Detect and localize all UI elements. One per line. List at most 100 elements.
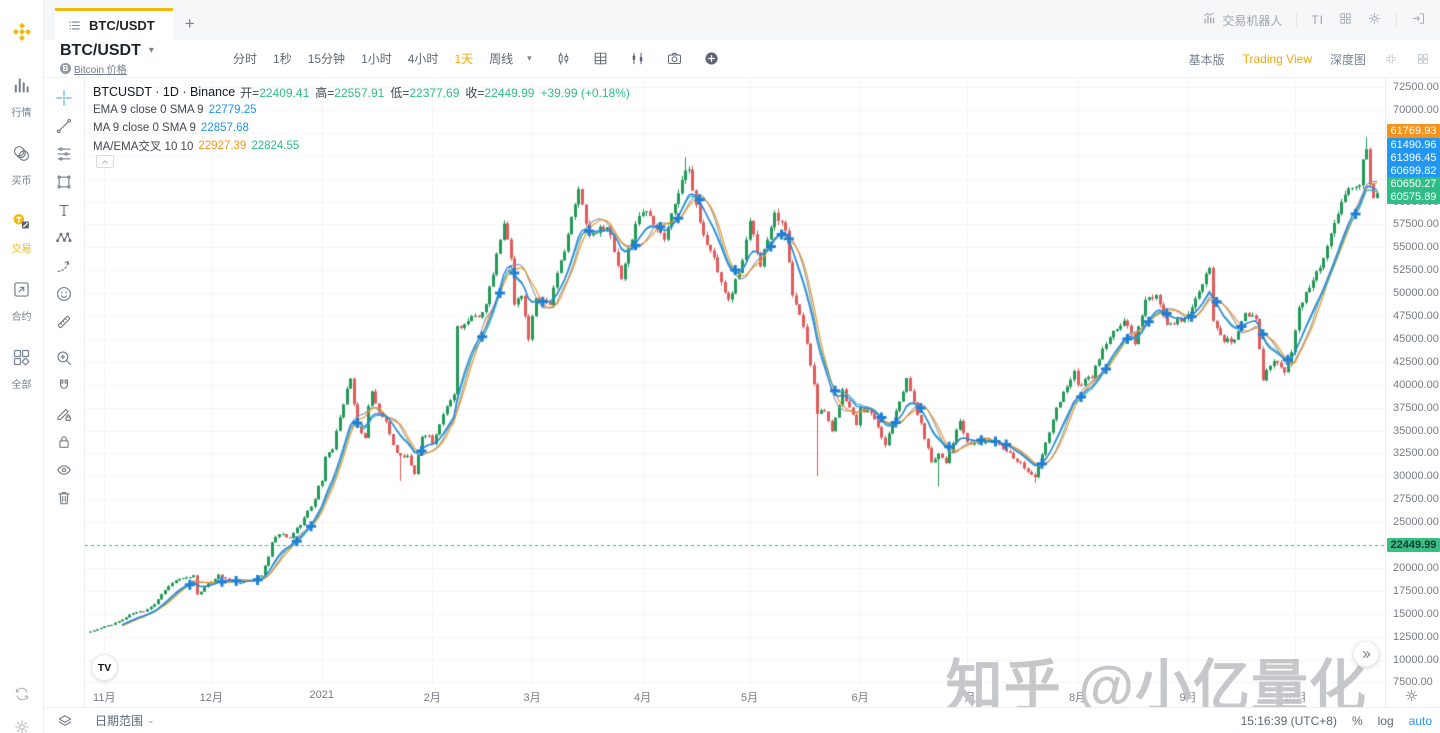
zoom-in-icon[interactable] — [50, 346, 78, 369]
symbol-subtitle: B Bitcoin 价格 — [60, 61, 195, 76]
axis-settings-gear-icon[interactable] — [1404, 688, 1419, 708]
view-tab-Trading View[interactable]: Trading View — [1242, 52, 1312, 66]
tradingview-logo[interactable]: TV — [91, 654, 118, 681]
date-range-toggle[interactable]: 日期范围 ⌄ — [95, 712, 155, 729]
compare-icon[interactable] — [624, 45, 652, 73]
sidebar-item-markets[interactable]: 行情 — [11, 75, 32, 119]
timeframe-1秒[interactable]: 1秒 — [273, 51, 292, 66]
lock-icon[interactable] — [50, 430, 78, 453]
price-tick: 27500.00 — [1393, 493, 1439, 506]
price-tick: 45000.00 — [1393, 332, 1439, 345]
time-tick: 7月 — [958, 692, 976, 704]
forecast-icon[interactable] — [50, 254, 78, 277]
timeframe-1小时[interactable]: 1小时 — [361, 51, 392, 66]
bitcoin-icon: B — [60, 62, 71, 74]
sidebar-item-buy[interactable]: 买币 — [11, 143, 32, 187]
apps-grid-icon[interactable] — [1338, 11, 1353, 29]
view-tab-基本版[interactable]: 基本版 — [1188, 52, 1225, 67]
chart-area: BTCUSDT · 1D · Binance 开=22409.41 高=22557… — [85, 78, 1385, 707]
sidebar-item-label: 交易 — [11, 244, 32, 255]
bitcoin-price-link[interactable]: Bitcoin 价格 — [74, 64, 127, 76]
price-tick: 12500.00 — [1393, 630, 1439, 643]
clock-timezone[interactable]: 15:16:39 (UTC+8) — [1240, 713, 1337, 728]
price-tick: 17500.00 — [1393, 584, 1439, 597]
gear-icon[interactable] — [13, 718, 31, 733]
price-tick: 25000.00 — [1393, 516, 1439, 529]
percent-scale-button[interactable]: % — [1351, 713, 1363, 728]
indicator-legend-row: MA 9 close 0 SMA 9 22857.68 — [93, 122, 249, 134]
legend-collapse-button[interactable] — [96, 155, 114, 168]
object-tree-icon[interactable] — [57, 713, 73, 729]
view-switcher: 基本版 Trading View 深度图 — [1189, 40, 1430, 78]
price-tick: 35000.00 — [1393, 424, 1439, 437]
trading-bot-label: 交易机器人 — [1222, 13, 1283, 28]
eye-icon[interactable] — [50, 458, 78, 481]
timeframe-caret-icon[interactable]: ▾ — [527, 53, 532, 63]
price-tick: 32500.00 — [1393, 447, 1439, 460]
indicators-icon[interactable] — [587, 45, 615, 73]
magnet-icon[interactable] — [50, 374, 78, 397]
indicator-price-badge: 60575.89 — [1387, 190, 1440, 204]
timeframe-周线[interactable]: 周线 — [489, 51, 514, 66]
price-tick: 40000.00 — [1393, 378, 1439, 391]
ohlc-value: +39.99 (+0.18%) — [540, 85, 630, 100]
price-tick: 47500.00 — [1393, 310, 1439, 322]
add-indicator-icon[interactable] — [698, 45, 726, 73]
ohlc-value: 收=22449.99 — [465, 85, 535, 100]
current-price-badge: 22449.99 — [1387, 538, 1440, 553]
sidebar-item-futures[interactable]: 合约 — [11, 279, 32, 323]
draw-lock-icon[interactable] — [50, 402, 78, 425]
time-axis[interactable]: 11月 12月 2021 2月 3月 4月 5月 6月 7月 8月 9月 10月 — [85, 685, 1385, 707]
chart-wrap: BTCUSDT · 1D · Binance 开=22409.41 高=22557… — [44, 78, 1440, 707]
camera-icon[interactable] — [661, 45, 689, 73]
chart-toolbar: BTC/USDT ▾ B Bitcoin 价格 分时 1秒 15分钟 1小时 4小时 1天… — [44, 40, 1440, 78]
indicator-price-badge: 61490.96 — [1387, 138, 1440, 152]
exit-icon[interactable] — [1411, 11, 1426, 29]
indicator-price-badge: 61769.93 — [1387, 124, 1440, 138]
main-panel: BTC/USDT + 交易机器人 TI BTC/USDT — [44, 0, 1440, 733]
refresh-icon[interactable] — [13, 685, 31, 708]
price-axis[interactable]: 72500.0070000.0067500.0065000.0062500.00… — [1385, 78, 1440, 707]
settings-gear-icon[interactable] — [1367, 11, 1382, 29]
app-sidebar: 行情买币交易合约全部 — [0, 0, 44, 733]
binance-logo-icon[interactable] — [10, 20, 34, 49]
view-tab-深度图[interactable]: 深度图 — [1329, 52, 1366, 67]
drawing-toolbar — [44, 78, 85, 707]
xabcd-pattern-icon[interactable] — [50, 226, 78, 249]
auto-scale-button[interactable]: auto — [1408, 713, 1432, 728]
futures-icon — [11, 279, 32, 305]
timeframe-4小时[interactable]: 4小时 — [407, 51, 439, 66]
timeframe-1天[interactable]: 1天 — [454, 51, 474, 66]
price-tick: 15000.00 — [1393, 607, 1439, 620]
new-tab-button[interactable]: + — [184, 14, 195, 33]
symbol-selector[interactable]: BTC/USDT ▾ — [60, 42, 195, 60]
tab-btcusdt[interactable]: BTC/USDT — [55, 8, 173, 40]
timeframe-分时[interactable]: 分时 — [233, 51, 258, 66]
timeframe-15分钟[interactable]: 15分钟 — [307, 51, 346, 66]
trend-line-icon[interactable] — [50, 114, 78, 137]
layout-grid-icon[interactable] — [1416, 52, 1430, 66]
trade-icon — [11, 211, 32, 237]
scroll-to-realtime-button[interactable] — [1353, 641, 1379, 667]
ruler-icon[interactable] — [50, 310, 78, 333]
ohlc-value: 高=22557.91 — [315, 85, 385, 100]
ti-button[interactable]: TI — [1311, 13, 1324, 27]
coins-icon — [11, 143, 32, 169]
ohlc-value: 开=22409.41 — [240, 85, 310, 100]
trading-bot-button[interactable]: 交易机器人 — [1202, 11, 1282, 29]
emoji-icon[interactable] — [50, 282, 78, 305]
crosshair-icon[interactable] — [50, 86, 78, 109]
candles-style-icon[interactable] — [550, 45, 578, 73]
text-icon[interactable] — [50, 198, 78, 221]
sidebar-item-trade[interactable]: 交易 — [11, 211, 32, 255]
fib-lines-icon[interactable] — [50, 142, 78, 165]
trash-icon[interactable] — [50, 486, 78, 509]
tab-title: BTC/USDT — [89, 18, 155, 33]
price-tick: 70000.00 — [1393, 103, 1439, 116]
trading-bot-icon — [1202, 11, 1217, 29]
rectangle-icon[interactable] — [50, 170, 78, 193]
log-scale-button[interactable]: log — [1377, 713, 1394, 728]
collapse-icon[interactable] — [1384, 52, 1398, 66]
candlestick-chart-canvas[interactable] — [85, 78, 1385, 685]
sidebar-item-all[interactable]: 全部 — [11, 347, 32, 391]
